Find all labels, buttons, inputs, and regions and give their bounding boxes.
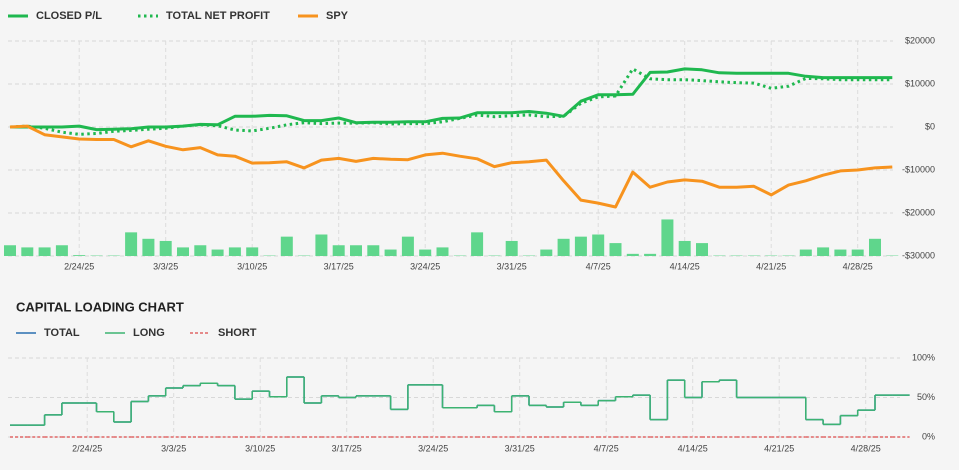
volume-bar <box>177 247 189 256</box>
x-tick-label: 4/7/25 <box>594 443 619 453</box>
legend-label: CLOSED P/L <box>36 10 102 22</box>
volume-bar <box>125 232 138 256</box>
volume-bar <box>851 249 864 256</box>
x-tick-label: 3/24/25 <box>410 261 440 271</box>
volume-bar <box>574 236 587 256</box>
volume-bar <box>540 249 553 256</box>
volume-bar <box>817 247 830 256</box>
volume-bar <box>228 247 241 256</box>
volume-bar <box>505 240 518 256</box>
volume-bar <box>315 234 328 256</box>
volume-bar <box>644 253 657 256</box>
x-tick-label: 2/24/25 <box>72 443 102 453</box>
x-tick-label: 3/3/25 <box>161 443 186 453</box>
x-tick-label: 4/21/25 <box>764 443 794 453</box>
volume-bar <box>21 247 34 256</box>
volume-bar <box>246 247 259 256</box>
y-tick-label: 100% <box>912 352 935 362</box>
volume-bar <box>661 219 674 256</box>
volume-bar <box>332 245 345 256</box>
x-tick-label: 4/14/25 <box>670 261 700 271</box>
series-line <box>10 67 893 132</box>
volume-bar <box>834 249 847 256</box>
volume-bar <box>401 236 414 256</box>
volume-bar <box>73 255 86 256</box>
volume-bar <box>592 234 605 256</box>
volume-bar <box>280 236 293 256</box>
volume-bar <box>55 245 68 256</box>
volume-bar <box>696 243 708 256</box>
volume-bar <box>350 245 362 256</box>
x-tick-label: 4/28/25 <box>843 261 873 271</box>
x-tick-label: 4/14/25 <box>678 443 708 453</box>
x-tick-label: 3/17/25 <box>332 443 362 453</box>
volume-bar <box>609 243 622 256</box>
volume-bar <box>471 232 484 256</box>
x-tick-label: 3/31/25 <box>497 261 527 271</box>
volume-bar <box>384 249 397 256</box>
x-tick-label: 3/24/25 <box>418 443 448 453</box>
x-tick-label: 3/17/25 <box>324 261 354 271</box>
volume-bar <box>38 247 51 256</box>
volume-bar <box>211 249 224 256</box>
legend-label: SHORT <box>218 327 257 339</box>
volume-bar <box>4 245 16 256</box>
y-tick-label: $0 <box>925 121 935 131</box>
volume-bar <box>419 249 432 256</box>
volume-bar <box>557 238 570 256</box>
legend-label: TOTAL NET PROFIT <box>166 10 270 22</box>
chart-title: CAPITAL LOADING CHART <box>16 299 184 314</box>
volume-bar <box>626 253 639 256</box>
y-tick-label: 0% <box>922 431 935 441</box>
y-tick-label: -$30000 <box>902 250 935 260</box>
x-tick-label: 3/10/25 <box>245 443 275 453</box>
volume-bar <box>799 249 812 256</box>
x-tick-label: 3/3/25 <box>153 261 178 271</box>
volume-bar <box>869 238 881 256</box>
volume-bar <box>367 245 380 256</box>
legend-label: LONG <box>133 327 165 339</box>
x-tick-label: 4/28/25 <box>851 443 881 453</box>
x-tick-label: 4/7/25 <box>586 261 611 271</box>
volume-bar <box>678 240 691 256</box>
y-tick-label: $20000 <box>905 35 935 45</box>
y-tick-label: $10000 <box>905 78 935 88</box>
x-tick-label: 3/10/25 <box>237 261 267 271</box>
y-tick-label: -$20000 <box>902 207 935 217</box>
y-tick-label: -$10000 <box>902 164 935 174</box>
volume-bar <box>142 238 155 256</box>
x-tick-label: 4/21/25 <box>756 261 786 271</box>
volume-bar <box>159 240 172 256</box>
volume-bar <box>194 245 207 256</box>
volume-bar <box>436 247 449 256</box>
legend-label: SPY <box>326 10 349 22</box>
x-tick-label: 2/24/25 <box>64 261 94 271</box>
series-line <box>9 124 893 209</box>
legend-label: TOTAL <box>44 327 80 339</box>
x-tick-label: 3/31/25 <box>505 443 535 453</box>
y-tick-label: 50% <box>917 392 935 402</box>
